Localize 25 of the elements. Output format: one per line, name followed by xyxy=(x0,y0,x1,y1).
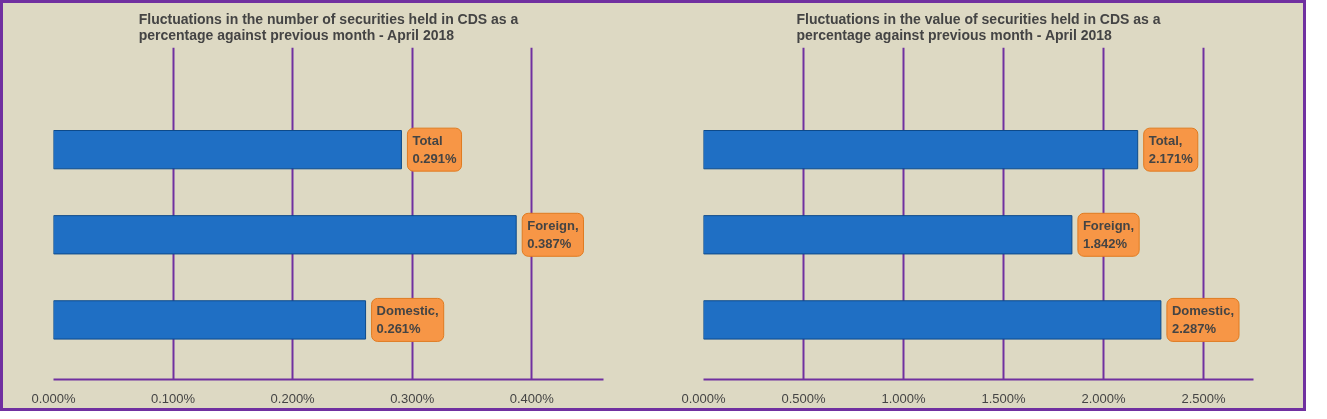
x-tick-label: 0.400% xyxy=(509,390,555,406)
data-label: Domestic, 0.261% xyxy=(376,303,439,337)
x-tick-label: 0.000% xyxy=(681,390,726,406)
x-tick-label: 2.500% xyxy=(1181,390,1226,406)
data-label: Foreign, 0.387% xyxy=(527,218,579,252)
data-label: Total, 2.171% xyxy=(1148,133,1194,167)
bar xyxy=(53,130,402,170)
x-tick-label: 0.100% xyxy=(151,390,196,406)
x-tick-label: 0.500% xyxy=(781,390,826,406)
data-label: Domestic, 2.287% xyxy=(1171,303,1235,337)
x-tick-label: 1.000% xyxy=(881,390,926,406)
x-tick-label: 2.000% xyxy=(1081,390,1126,406)
bar xyxy=(53,300,367,340)
x-tick-label: 0.000% xyxy=(31,390,76,406)
data-label: Foreign, 1.842% xyxy=(1082,218,1135,252)
data-label: Total 0.291% xyxy=(412,133,457,167)
x-tick-label: 1.500% xyxy=(981,390,1026,406)
chart-title: Fluctuations in the number of securities held in CDS as a percentage against previous month - April 2018 xyxy=(138,10,519,43)
bar xyxy=(703,215,1073,255)
x-tick-label: 0.200% xyxy=(270,390,316,406)
chart-title: Fluctuations in the value of securities held in CDS as a percentage against previous month - April 2018 xyxy=(796,10,1161,43)
bar xyxy=(703,130,1139,170)
bar xyxy=(703,300,1162,340)
bar xyxy=(53,215,517,255)
x-tick-label: 0.300% xyxy=(390,390,435,406)
